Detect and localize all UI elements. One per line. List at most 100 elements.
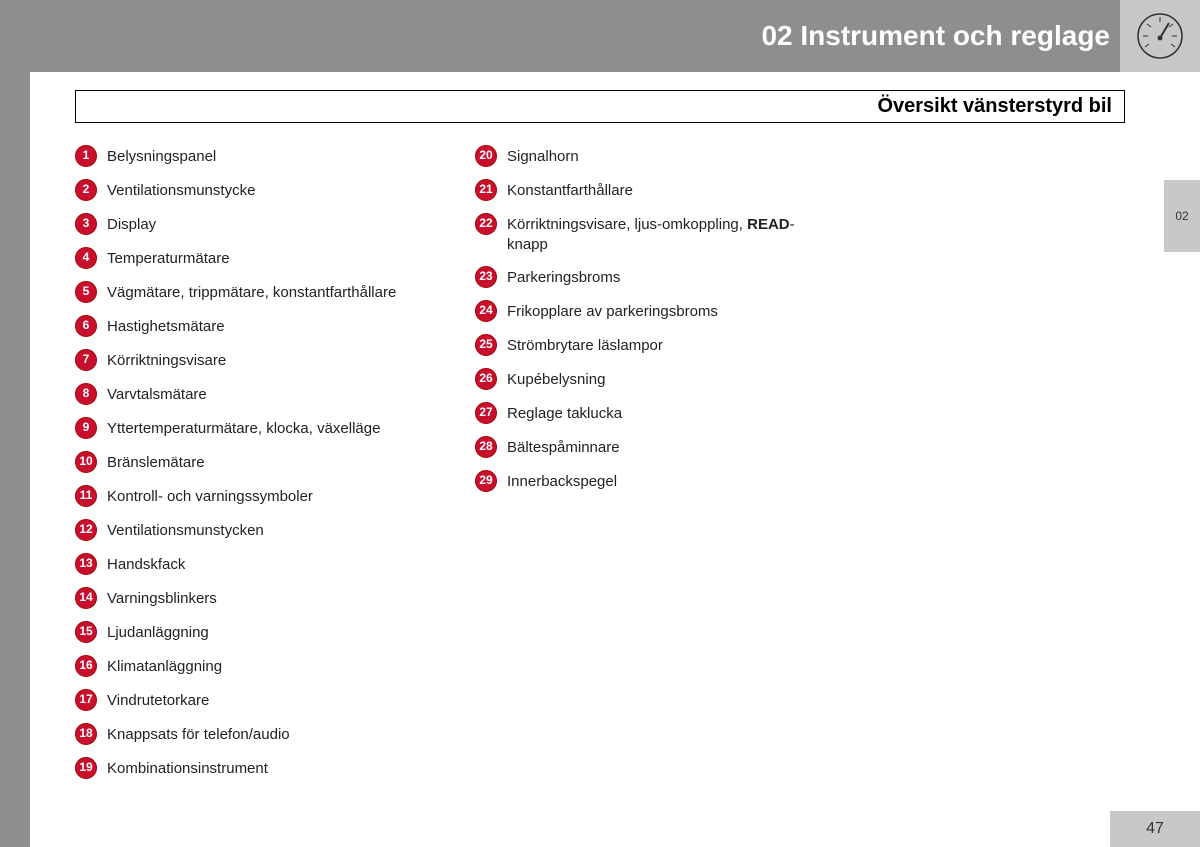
list-item-text: Kontroll- och varningssymboler (107, 485, 313, 507)
list-column-1: 1 Belysningspanel 2 Ventilationsmunstycke 3D… (75, 145, 435, 791)
list-badge: 21 (475, 179, 497, 201)
section-title-box: Översikt vänsterstyrd bil (75, 90, 1125, 123)
list-item-text: Varvtalsmätare (107, 383, 207, 405)
content-columns: 1 Belysningspanel 2 Ventilationsmunstycke 3D… (75, 145, 1125, 791)
list-item-text: Ventilationsmunstycke (107, 179, 255, 201)
list-badge: 4 (75, 247, 97, 269)
list-badge: 7 (75, 349, 97, 371)
list-badge: 14 (75, 587, 97, 609)
list-item-text: Strömbrytare läslampor (507, 334, 663, 356)
left-margin-bar (0, 0, 30, 847)
list-item-text: Bältespåminnare (507, 436, 620, 458)
list-item: 21 Konstantfarthållare (475, 179, 835, 201)
list-item: 14 Varningsblinkers (75, 587, 435, 609)
list-item: 19 Kombinationsinstrument (75, 757, 435, 779)
list-item-text: Vägmätare, trippmätare, konstantfarthåll… (107, 281, 396, 303)
list-item-text: Vindrutetorkare (107, 689, 209, 711)
side-tab: 02 (1164, 180, 1200, 252)
list-item-text: Kupébelysning (507, 368, 605, 390)
list-badge: 15 (75, 621, 97, 643)
list-badge: 23 (475, 266, 497, 288)
page-number: 47 (1146, 820, 1164, 838)
list-badge: 19 (75, 757, 97, 779)
list-item: 28 Bältespåminnare (475, 436, 835, 458)
list-item: 12 Ventilationsmunstycken (75, 519, 435, 541)
list-badge: 6 (75, 315, 97, 337)
gauge-icon-box (1120, 0, 1200, 72)
list-badge: 2 (75, 179, 97, 201)
list-badge: 13 (75, 553, 97, 575)
list-item-text: Belysningspanel (107, 145, 216, 167)
list-badge: 10 (75, 451, 97, 473)
list-item: 20 Signalhorn (475, 145, 835, 167)
list-item-text: Varningsblinkers (107, 587, 217, 609)
list-item: 11 Kontroll- och varningssymboler (75, 485, 435, 507)
list-item: 16 Klimatanläggning (75, 655, 435, 677)
list-item-text: Hastighetsmätare (107, 315, 225, 337)
list-badge: 24 (475, 300, 497, 322)
list-item: 4 Temperaturmätare (75, 247, 435, 269)
list-item: 10 Bränslemätare (75, 451, 435, 473)
side-tab-label: 02 (1175, 209, 1188, 223)
list-item-text: Yttertemperaturmätare, klocka, växelläge (107, 417, 380, 439)
list-item: 3 Display (75, 213, 435, 235)
list-item: 6 Hastighetsmätare (75, 315, 435, 337)
list-badge: 16 (75, 655, 97, 677)
list-item: 17 Vindrutetorkare (75, 689, 435, 711)
list-item-text: Innerbackspegel (507, 470, 617, 492)
list-item-text: Ljudanläggning (107, 621, 209, 643)
list-badge: 18 (75, 723, 97, 745)
list-item: 7 Körriktningsvisare (75, 349, 435, 371)
list-item-text: Signalhorn (507, 145, 579, 167)
header-bar: 02 Instrument och reglage (30, 0, 1200, 72)
list-item-text: Körriktningsvisare, ljus-omkoppling, REA… (507, 213, 835, 254)
list-item-text: Kombinationsinstrument (107, 757, 268, 779)
list-item: 15 Ljudanläggning (75, 621, 435, 643)
list-badge: 17 (75, 689, 97, 711)
list-item-text: Frikopplare av parkeringsbroms (507, 300, 718, 322)
list-item: 9 Yttertemperaturmätare, klocka, växelläg… (75, 417, 435, 439)
list-item: 2 Ventilationsmunstycke (75, 179, 435, 201)
list-badge: 3 (75, 213, 97, 235)
list-item-text: Temperaturmätare (107, 247, 230, 269)
list-item-text: Körriktningsvisare (107, 349, 226, 371)
list-item-text: Handskfack (107, 553, 185, 575)
list-badge: 28 (475, 436, 497, 458)
list-item-text: Reglage taklucka (507, 402, 622, 424)
list-badge: 25 (475, 334, 497, 356)
list-item: 23 Parkeringsbroms (475, 266, 835, 288)
list-badge: 5 (75, 281, 97, 303)
list-badge: 27 (475, 402, 497, 424)
list-badge: 12 (75, 519, 97, 541)
list-badge: 26 (475, 368, 497, 390)
list-item: 29 Innerbackspegel (475, 470, 835, 492)
list-badge: 9 (75, 417, 97, 439)
list-column-2: 20 Signalhorn 21 Konstantfarthållare 22 Körri… (475, 145, 835, 791)
list-badge: 1 (75, 145, 97, 167)
list-item: 1 Belysningspanel (75, 145, 435, 167)
gauge-icon (1135, 11, 1185, 61)
list-item-text: Ventilationsmunstycken (107, 519, 264, 541)
list-item-text: Bränslemätare (107, 451, 205, 473)
list-badge: 22 (475, 213, 497, 235)
list-item-text: Klimatanläggning (107, 655, 222, 677)
list-item: 25 Strömbrytare läslampor (475, 334, 835, 356)
chapter-title: 02 Instrument och reglage (761, 20, 1110, 52)
page-number-box: 47 (1110, 811, 1200, 847)
list-item: 5 Vägmätare, trippmätare, konstantfarthål… (75, 281, 435, 303)
list-item-text: Konstantfarthållare (507, 179, 633, 201)
list-item: 18 Knappsats för telefon/audio (75, 723, 435, 745)
list-item-text: Display (107, 213, 156, 235)
list-item: 24 Frikopplare av parkeringsbroms (475, 300, 835, 322)
list-badge: 11 (75, 485, 97, 507)
list-badge: 29 (475, 470, 497, 492)
list-badge: 8 (75, 383, 97, 405)
list-item-text: Knappsats för telefon/audio (107, 723, 290, 745)
list-item: 27 Reglage taklucka (475, 402, 835, 424)
list-badge: 20 (475, 145, 497, 167)
section-title: Översikt vänsterstyrd bil (877, 95, 1112, 117)
list-item-text: Parkeringsbroms (507, 266, 620, 288)
list-item: 26 Kupébelysning (475, 368, 835, 390)
list-item: 8 Varvtalsmätare (75, 383, 435, 405)
list-item: 22 Körriktningsvisare, ljus-omkoppling, R… (475, 213, 835, 254)
